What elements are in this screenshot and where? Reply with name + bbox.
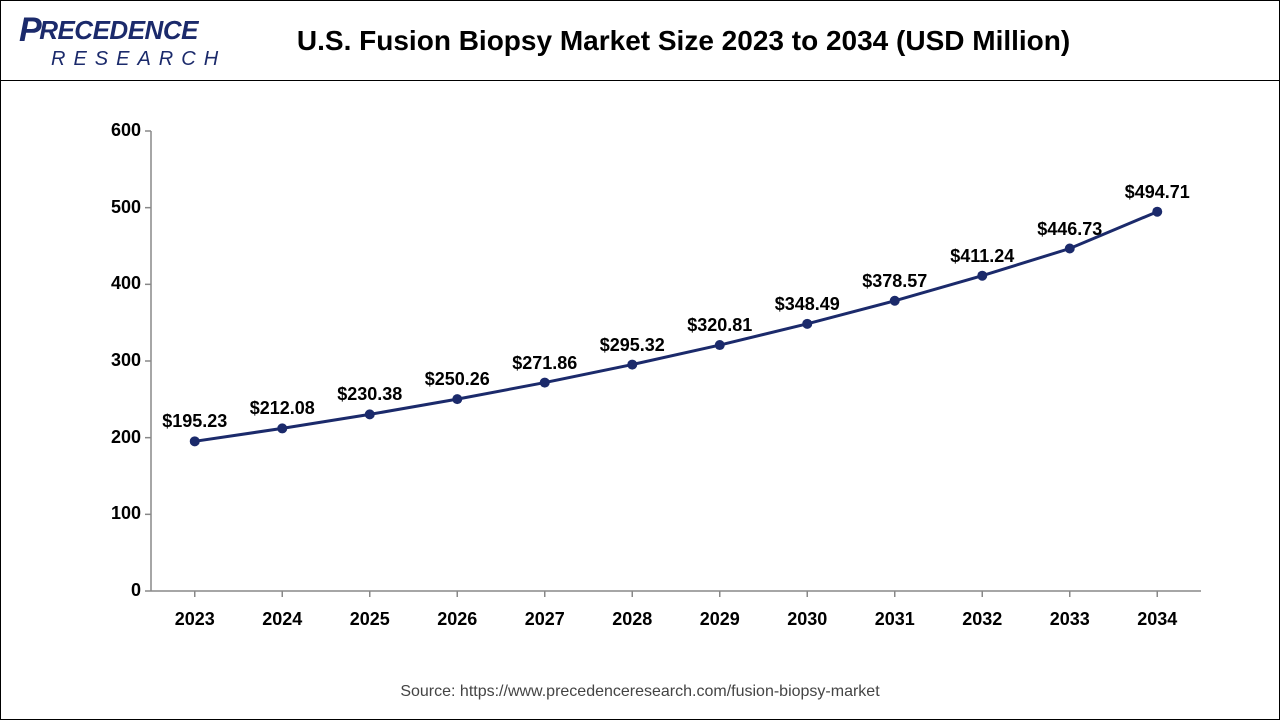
chart-svg — [51, 111, 1229, 651]
data-point-label: $320.81 — [687, 315, 752, 336]
data-marker — [627, 360, 637, 370]
data-point-label: $348.49 — [775, 294, 840, 315]
plot-region: 0100200300400500600202320242025202620272… — [51, 111, 1229, 651]
data-point-label: $378.57 — [862, 271, 927, 292]
data-marker — [977, 271, 987, 281]
data-marker — [540, 378, 550, 388]
data-marker — [715, 340, 725, 350]
data-point-label: $446.73 — [1037, 219, 1102, 240]
logo-word-research: RESEARCH — [51, 49, 226, 69]
data-marker — [1065, 244, 1075, 254]
logo-word-precedence: RECEDENCE — [39, 17, 198, 43]
data-marker — [452, 394, 462, 404]
data-marker — [190, 436, 200, 446]
data-point-label: $212.08 — [250, 398, 315, 419]
header-row: PRECEDENCE RESEARCH U.S. Fusion Biopsy M… — [1, 1, 1279, 81]
data-point-label: $295.32 — [600, 335, 665, 356]
data-point-label: $494.71 — [1125, 182, 1190, 203]
data-point-label: $230.38 — [337, 384, 402, 405]
source-text: Source: https://www.precedenceresearch.c… — [1, 683, 1279, 701]
brand-logo: PRECEDENCE RESEARCH — [19, 13, 226, 69]
data-marker — [890, 296, 900, 306]
data-point-label: $250.26 — [425, 369, 490, 390]
data-point-label: $271.86 — [512, 353, 577, 374]
data-marker — [365, 409, 375, 419]
data-point-label: $195.23 — [162, 411, 227, 432]
data-marker — [802, 319, 812, 329]
chart-title: U.S. Fusion Biopsy Market Size 2023 to 2… — [226, 25, 1261, 57]
data-marker — [277, 423, 287, 433]
chart-area: 0100200300400500600202320242025202620272… — [1, 81, 1279, 719]
logo-letter-p: P — [19, 13, 41, 47]
data-marker — [1152, 207, 1162, 217]
data-point-label: $411.24 — [950, 246, 1014, 267]
logo-top-line: PRECEDENCE — [19, 13, 226, 47]
chart-frame: PRECEDENCE RESEARCH U.S. Fusion Biopsy M… — [0, 0, 1280, 720]
